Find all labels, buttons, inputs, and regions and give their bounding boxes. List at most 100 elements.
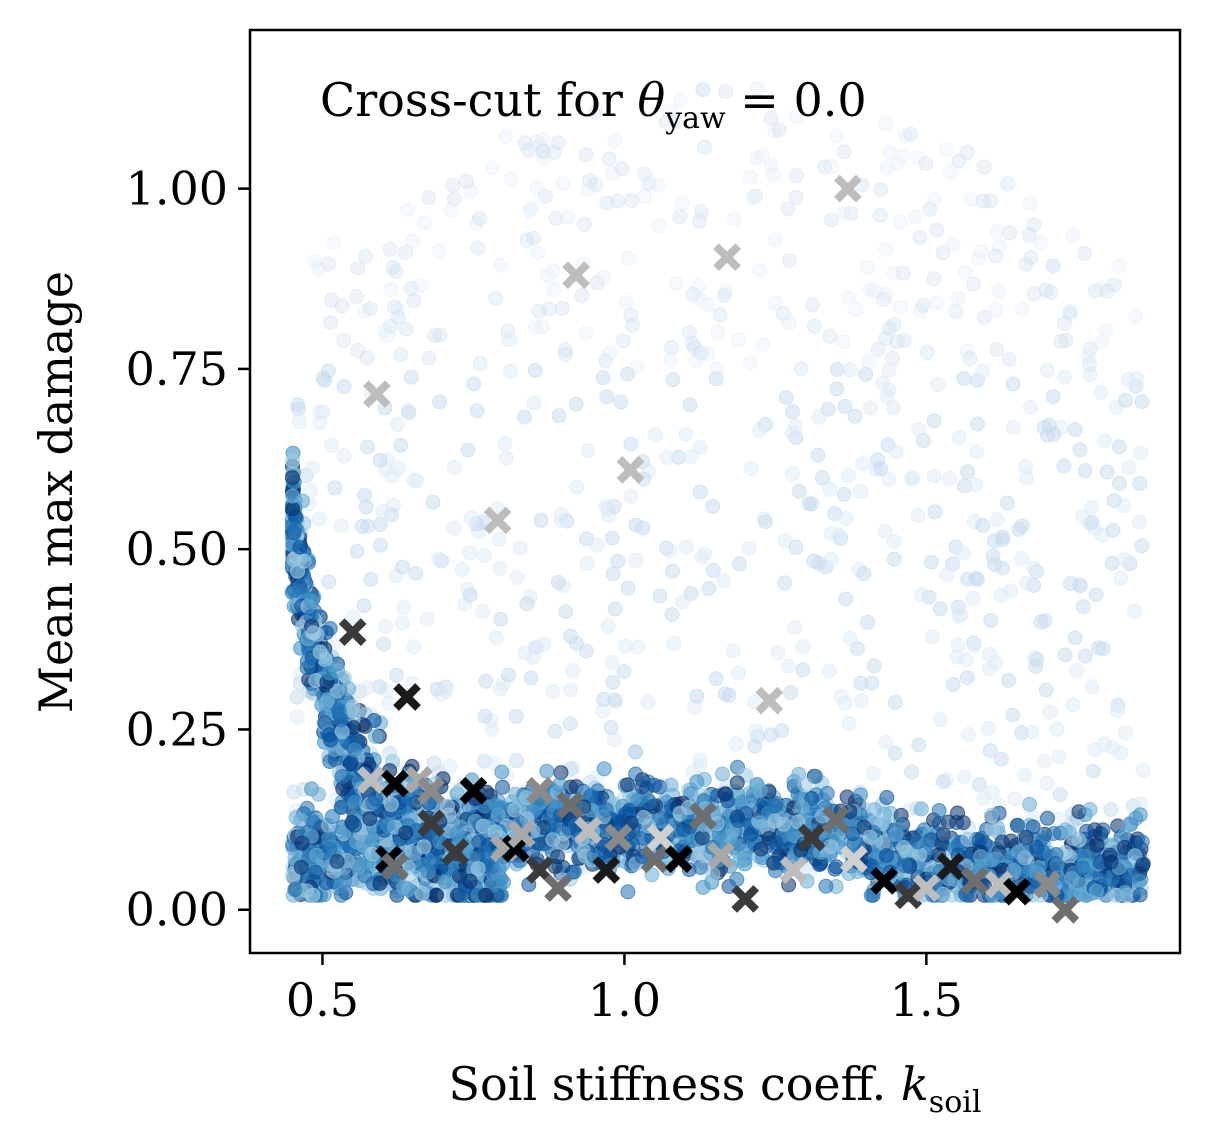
sample-point [662, 543, 678, 558]
sample-point [519, 596, 535, 612]
sample-point [915, 297, 931, 313]
sample-point [1131, 514, 1147, 530]
sample-point [1000, 176, 1016, 192]
sample-point [957, 264, 973, 280]
sample-point [732, 853, 748, 869]
sample-point [1045, 389, 1061, 405]
sample-point [784, 466, 800, 482]
sample-point [546, 282, 561, 297]
sample-point [587, 104, 603, 120]
sample-point [347, 817, 362, 833]
sample-point [627, 744, 643, 760]
sample-point [1117, 839, 1132, 855]
x-marker [821, 805, 850, 834]
sample-point [302, 483, 318, 499]
sample-point [753, 841, 769, 857]
sample-point [526, 230, 542, 246]
sample-point [596, 761, 612, 777]
sample-point [721, 687, 737, 703]
sample-point [685, 286, 701, 302]
sample-point [357, 304, 373, 319]
sample-point [651, 218, 667, 234]
sample-point [790, 814, 806, 830]
sample-point [462, 545, 478, 561]
sample-point [829, 361, 845, 377]
sample-point [307, 254, 323, 270]
sample-point [989, 512, 1005, 528]
sample-point [390, 302, 406, 318]
sample-point [804, 496, 820, 512]
sample-point [620, 250, 636, 266]
sample-point [758, 514, 774, 530]
sample-point [756, 337, 771, 352]
sample-point [344, 609, 360, 625]
sample-point [684, 336, 700, 352]
sample-point [951, 430, 967, 445]
sample-point [743, 461, 759, 477]
sample-point [359, 350, 375, 366]
sample-point [414, 886, 430, 902]
sample-point [718, 284, 733, 300]
sample-point [988, 248, 1004, 264]
sample-point [959, 343, 975, 359]
x-marker [592, 856, 621, 884]
sample-point [497, 435, 513, 451]
x-marker [381, 852, 409, 881]
sample-point [886, 265, 902, 281]
sample-point [372, 452, 388, 468]
sample-point [959, 144, 975, 160]
sample-point [971, 251, 986, 267]
sample-point [1082, 802, 1098, 817]
sample-point [293, 812, 309, 828]
sample-point [1085, 763, 1101, 779]
sample-point [1103, 802, 1119, 817]
sample-point [446, 520, 462, 536]
plot-frame [248, 28, 1182, 955]
sample-point [732, 556, 747, 572]
sample-point [1051, 749, 1067, 765]
sample-point [1033, 614, 1049, 630]
x-marker [338, 618, 367, 646]
sample-point [841, 290, 857, 306]
sample-point [652, 588, 668, 604]
sample-point [973, 243, 989, 259]
sample-point [304, 593, 319, 609]
sample-point [432, 327, 448, 343]
sample-point [942, 470, 958, 486]
sample-point [960, 727, 976, 742]
sample-point [929, 295, 945, 311]
sample-point [1065, 697, 1081, 713]
sample-point [743, 354, 758, 370]
sample-point [887, 745, 903, 761]
sample-point [923, 554, 939, 570]
sample-point [558, 604, 574, 620]
sample-point [1018, 458, 1034, 474]
sample-point [1117, 885, 1133, 900]
sample-point [692, 752, 708, 768]
sample-point [427, 328, 443, 344]
sample-point [881, 320, 897, 336]
sample-point [814, 470, 830, 486]
sample-point [974, 363, 990, 379]
y-tick-label: 0.50 [126, 522, 228, 576]
sample-point [763, 110, 779, 126]
sample-point [359, 680, 375, 696]
sample-point [976, 159, 992, 175]
sample-point [320, 363, 336, 379]
sample-point [478, 887, 494, 903]
sample-point [1081, 350, 1096, 366]
sample-point [911, 421, 927, 437]
sample-point [1024, 724, 1040, 740]
sample-point [638, 167, 654, 183]
sample-point [390, 416, 405, 432]
sample-point [985, 548, 1001, 564]
sample-point [688, 353, 703, 369]
sample-point [988, 302, 1004, 318]
sample-point [488, 630, 504, 646]
sample-point [1099, 464, 1115, 480]
sample-point [299, 800, 315, 816]
sample-point [499, 332, 515, 348]
sample-point [861, 354, 876, 370]
sample-point [508, 708, 524, 724]
